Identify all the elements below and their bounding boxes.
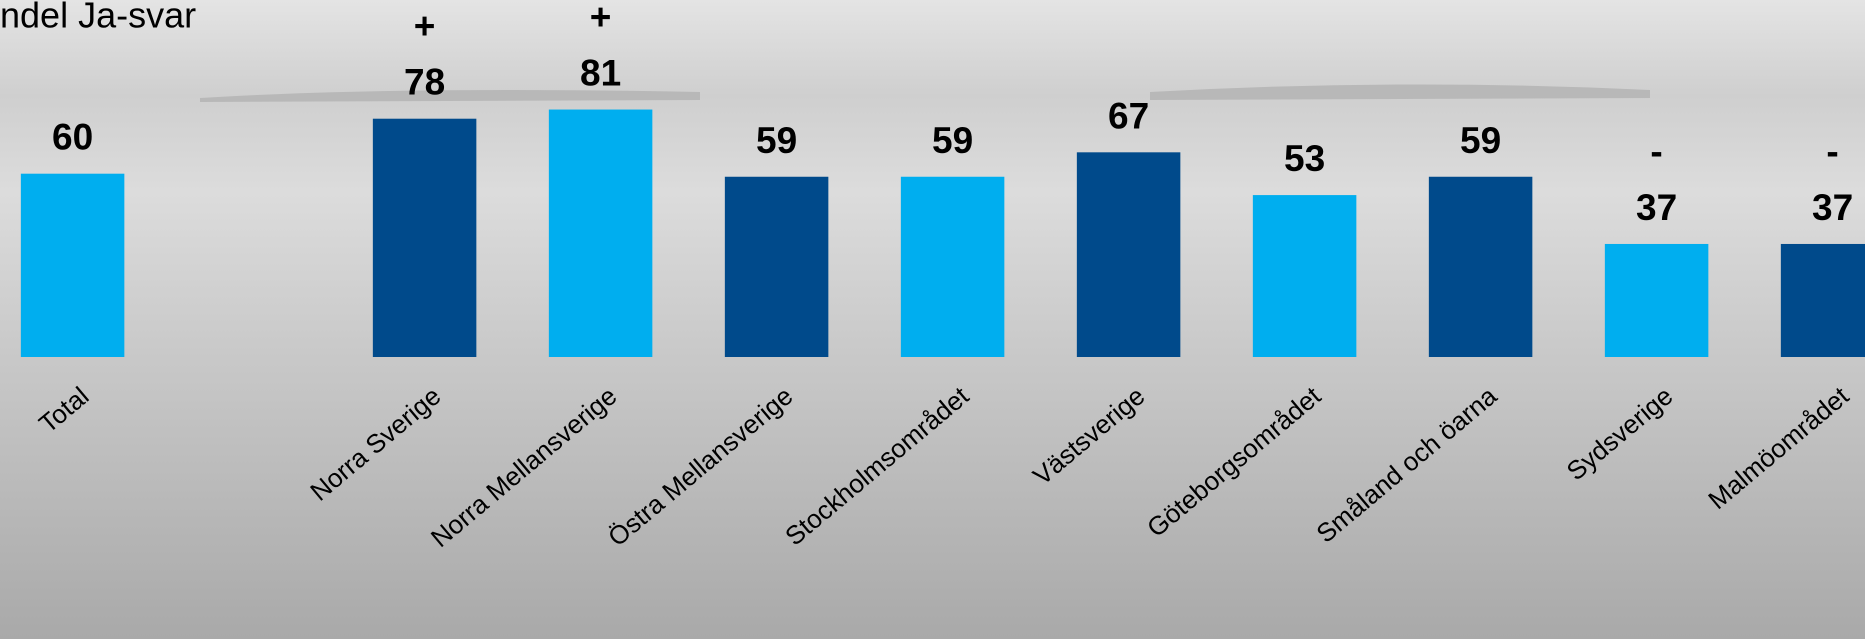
horizon (200, 84, 1650, 102)
significance-marker: + (590, 0, 612, 38)
value-label: 60 (52, 117, 93, 158)
bar (1252, 195, 1357, 357)
significance-marker: - (1826, 131, 1838, 172)
bar (372, 118, 477, 358)
bar (1780, 243, 1865, 357)
value-label: 81 (580, 53, 621, 94)
bar (1076, 152, 1181, 357)
significance-marker: - (1650, 131, 1662, 172)
value-label: 37 (1636, 187, 1677, 228)
value-label: 59 (756, 120, 797, 161)
value-label: 78 (404, 62, 445, 103)
value-label: 59 (932, 120, 973, 161)
significance-marker: + (414, 6, 436, 47)
bar (724, 176, 829, 357)
bar (20, 173, 125, 357)
value-label: 53 (1284, 138, 1325, 179)
chart-title: ndel Ja-svar (0, 0, 196, 36)
bar (548, 109, 653, 357)
bar (1604, 243, 1709, 357)
value-label: 37 (1812, 187, 1853, 228)
value-label: 67 (1108, 95, 1149, 136)
bar (900, 176, 1005, 357)
value-label: 59 (1460, 120, 1501, 161)
bar (1428, 176, 1533, 357)
